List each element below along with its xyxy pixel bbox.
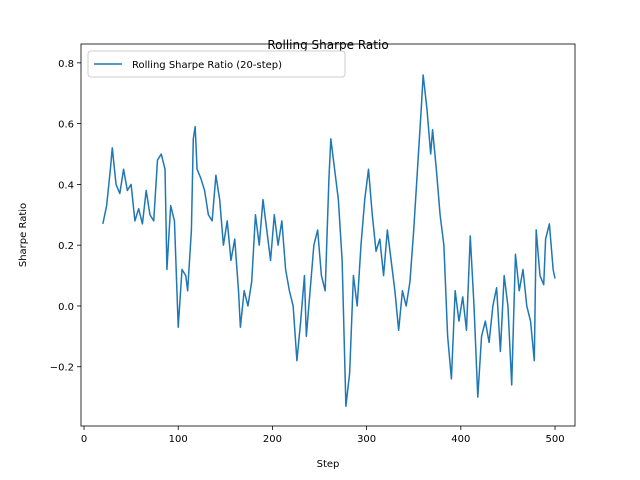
- plot-frame: [80, 43, 576, 427]
- y-tick-label: 0.8: [58, 59, 74, 70]
- x-tick-label: 500: [545, 434, 564, 445]
- legend-box: [87, 50, 346, 78]
- y-tick-label: 0.6: [58, 120, 74, 131]
- y-tick-label: 0.0: [58, 302, 74, 313]
- x-tick-label: 100: [169, 434, 188, 445]
- y-tick-label: 0.2: [58, 241, 74, 252]
- y-tick-label: −0.2: [50, 363, 74, 374]
- y-axis-label: Sharpe Ratio: [18, 203, 29, 267]
- x-tick-label: 400: [451, 434, 470, 445]
- legend-label: Rolling Sharpe Ratio (20-step): [132, 60, 282, 71]
- x-tick-label: 200: [263, 434, 282, 445]
- x-tick-label: 300: [357, 434, 376, 445]
- y-tick-label: 0.4: [58, 180, 74, 191]
- data-line: [102, 74, 556, 407]
- x-tick-label: 0: [81, 434, 87, 445]
- x-axis-label: Step: [317, 459, 340, 470]
- chart-title: Rolling Sharpe Ratio: [267, 38, 388, 52]
